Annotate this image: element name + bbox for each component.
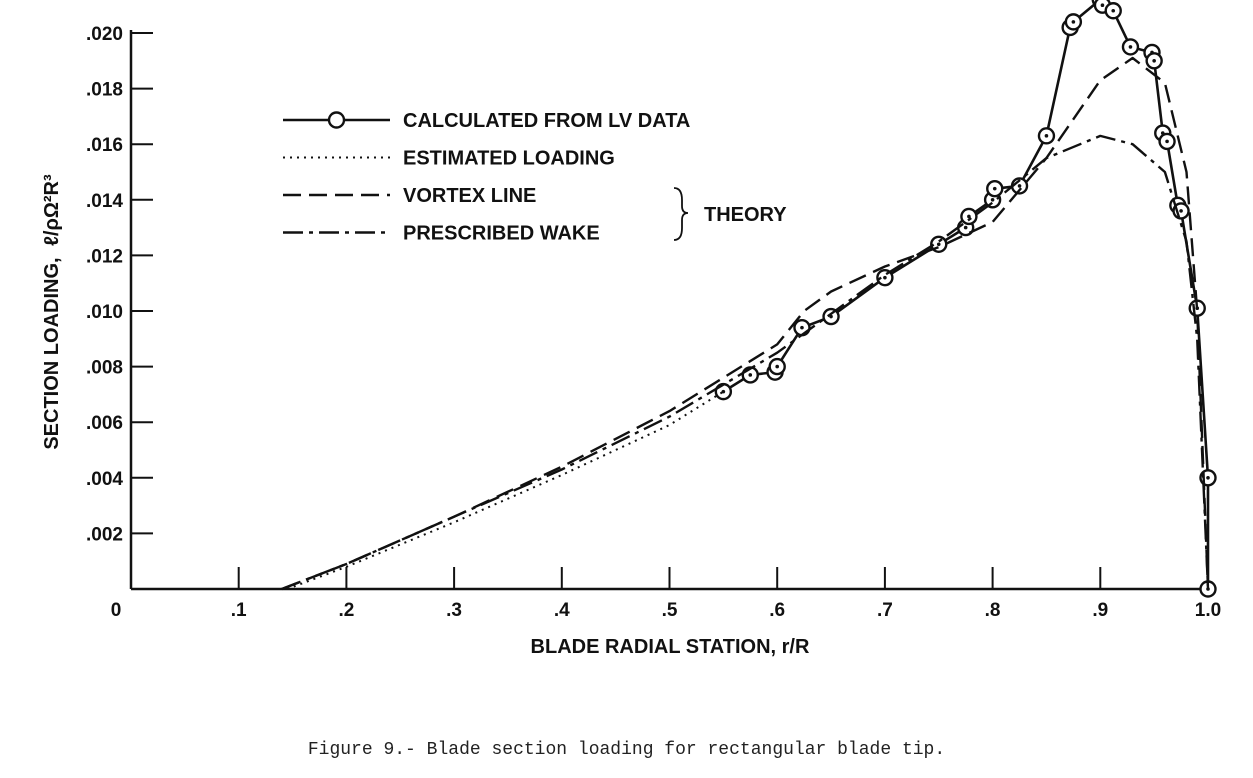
x-tick-label: 1.0 [1195,600,1221,621]
data-point-center [775,364,779,369]
legend-item: ESTIMATED LOADING [283,148,615,170]
y-tick-label: .002 [86,524,123,545]
x-tick-label: .9 [1092,600,1108,621]
axes: .1 .2 .3 .4 .5 .6 .7 .8 .9 1.0 0 .002 .004 .006 .008 .0… [86,24,1221,621]
x-tick-label: .7 [877,600,893,621]
svg-text:SECTION LOADING, ℓ/ρΩ²R³: SECTION LOADING, ℓ/ρΩ²R³ [41,174,63,450]
y-axis-title-text: SECTION LOADING, [41,257,63,449]
data-point-center [748,373,753,377]
y-tick-label: .020 [86,24,123,45]
data-point-center [1100,3,1105,7]
origin-label: 0 [111,600,122,621]
legend: CALCULATED FROM LV DATA ESTIMATED LOADING… [283,110,787,245]
series-layer [281,0,1217,598]
legend-item: VORTEX LINE [283,185,536,207]
data-point-center [1206,476,1210,480]
y-tick-label: .012 [86,246,123,267]
legend-label: PRESCRIBED WAKE [403,223,600,245]
data-point-center [1071,20,1076,24]
figure-caption: Figure 9.- Blade section loading for rec… [307,740,946,760]
data-point-center [1017,184,1022,188]
data-point-center [1165,139,1169,144]
y-axis-title: SECTION LOADING, ℓ/ρΩ²R³ [41,174,63,450]
series-dash-dot [281,134,1210,591]
x-tick-label: .5 [662,600,678,621]
data-point-center [1179,209,1183,213]
y-tick-label: .004 [86,469,123,490]
x-tick-label: .6 [769,600,785,621]
x-tick-label: .8 [985,600,1001,621]
data-point-center [990,198,995,202]
x-tick-label: .2 [338,600,354,621]
legend-label: CALCULATED FROM LV DATA [403,110,690,132]
legend-label: ESTIMATED LOADING [403,148,615,170]
y-tick-label: .018 [86,80,123,101]
theory-label: THEORY [704,204,787,226]
legend-marker [327,111,346,129]
x-tick-label: .4 [554,600,570,621]
series-dotted [286,390,724,590]
data-point-center [967,214,971,219]
x-tick-label: .1 [231,600,247,621]
legend-label: VORTEX LINE [403,185,536,207]
x-tick-label: .3 [446,600,462,621]
data-point-center [1111,8,1116,13]
chart: .1 .2 .3 .4 .5 .6 .7 .8 .9 1.0 0 .002 .004 .006 .008 .0… [41,0,1221,658]
series-line [286,390,724,590]
data-point-center [992,186,997,191]
y-tick-label: .008 [86,358,123,379]
data-point-center [1128,45,1133,49]
theory-bracket [673,187,689,241]
series-dashed [281,56,1210,591]
legend-item: CALCULATED FROM LV DATA [283,110,690,132]
data-point-center [883,275,887,280]
y-tick-label: .016 [86,135,123,156]
y-axis-title-symbol: ℓ/ρΩ²R³ [41,174,63,246]
x-axis-title: BLADE RADIAL STATION, r/R [531,636,810,658]
series-line [722,0,1210,589]
y-tick-label: .010 [86,302,123,323]
data-point-center [936,242,941,247]
data-point-center [963,225,968,230]
data-point-center [1152,59,1156,63]
series-solid-circles [714,0,1217,598]
data-point-center [1044,134,1049,138]
series-line [281,56,1210,591]
series-line [281,134,1210,591]
y-tick-label: .006 [86,413,123,434]
data-point-center [721,389,726,394]
legend-item: PRESCRIBED WAKE [283,223,600,245]
y-tick-label: .014 [86,191,123,212]
data-point-center [800,325,804,330]
